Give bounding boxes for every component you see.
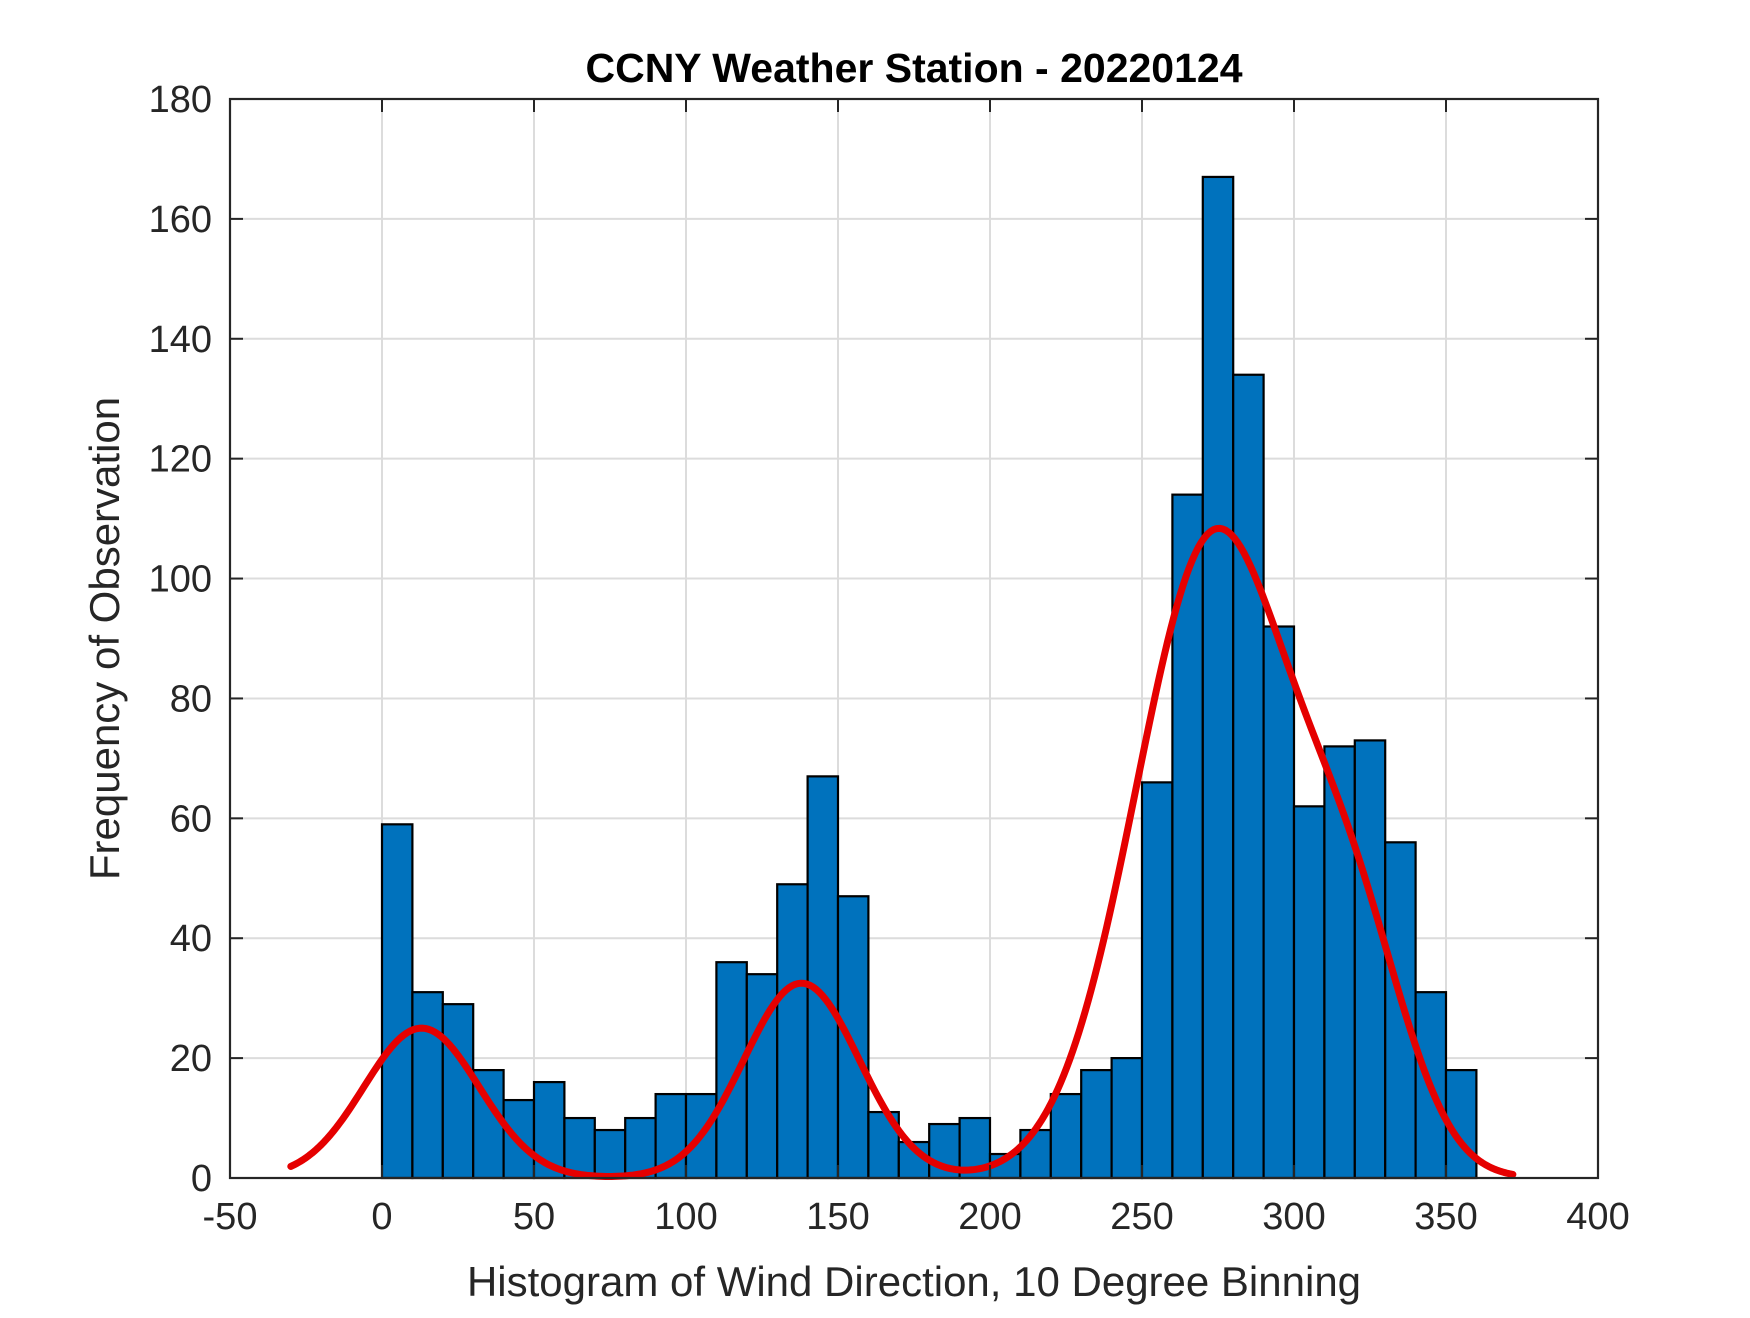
chart-title: CCNY Weather Station - 20220124 — [585, 45, 1242, 91]
histogram-bar-290-300 — [1262, 625, 1296, 1180]
y-tick-label: 120 — [149, 439, 212, 481]
axes-box — [228, 97, 1600, 1180]
histogram-bar-270-280 — [1201, 175, 1235, 1180]
y-tick-label: 0 — [191, 1158, 212, 1200]
histogram-bars — [380, 175, 1478, 1180]
x-tick-label: 0 — [371, 1196, 392, 1238]
histogram-bar-300-310 — [1292, 805, 1326, 1180]
histogram-bar-240-250 — [1110, 1057, 1144, 1180]
y-tick-label: 140 — [149, 319, 212, 361]
y-tick-label: 60 — [170, 798, 212, 840]
x-tick-label: -50 — [203, 1196, 258, 1238]
histogram-bar-150-160 — [836, 895, 870, 1180]
x-tick-label: 50 — [513, 1196, 555, 1238]
histogram-bar-20-30 — [441, 1003, 475, 1180]
x-tick-label: 200 — [958, 1196, 1021, 1238]
histogram-bar-130-140 — [776, 883, 809, 1180]
histogram-bar-280-290 — [1232, 373, 1265, 1180]
y-tick-label: 40 — [170, 918, 212, 960]
fit-curve-layer — [287, 524, 1517, 1180]
x-tick-label: 300 — [1262, 1196, 1325, 1238]
x-tick-label: 250 — [1110, 1196, 1173, 1238]
y-tick-label: 180 — [149, 79, 212, 121]
histogram-bar-320-330 — [1353, 739, 1387, 1180]
y-axis-tick-labels: 0 20 40 60 80 100 120 140 160 180 — [149, 79, 212, 1200]
histogram-bar-70-80 — [593, 1128, 627, 1180]
x-tick-label: 150 — [806, 1196, 869, 1238]
y-axis-label: Frequency of Observation — [81, 397, 128, 880]
axes — [228, 97, 1600, 1180]
histogram-bar-220-230 — [1049, 1092, 1083, 1180]
histogram-bar-140-150 — [806, 775, 840, 1180]
x-axis-tick-labels: -50 0 50 100 150 200 250 300 350 400 — [203, 1196, 1630, 1238]
histogram-bar-10-20 — [411, 991, 444, 1180]
x-tick-label: 400 — [1566, 1196, 1629, 1238]
y-tick-label: 100 — [149, 559, 212, 601]
y-tick-label: 160 — [149, 199, 212, 241]
x-tick-label: 100 — [654, 1196, 717, 1238]
histogram-bar-230-240 — [1080, 1068, 1113, 1180]
x-tick-label: 350 — [1414, 1196, 1477, 1238]
fit-curve — [287, 524, 1517, 1180]
histogram-bar-330-340 — [1384, 841, 1417, 1180]
histogram-bar-250-260 — [1140, 781, 1174, 1180]
y-tick-label: 20 — [170, 1038, 212, 1080]
histogram-bar-0-10 — [380, 823, 414, 1180]
x-axis-label: Histogram of Wind Direction, 10 Degree B… — [467, 1258, 1361, 1305]
y-tick-label: 80 — [170, 678, 212, 720]
